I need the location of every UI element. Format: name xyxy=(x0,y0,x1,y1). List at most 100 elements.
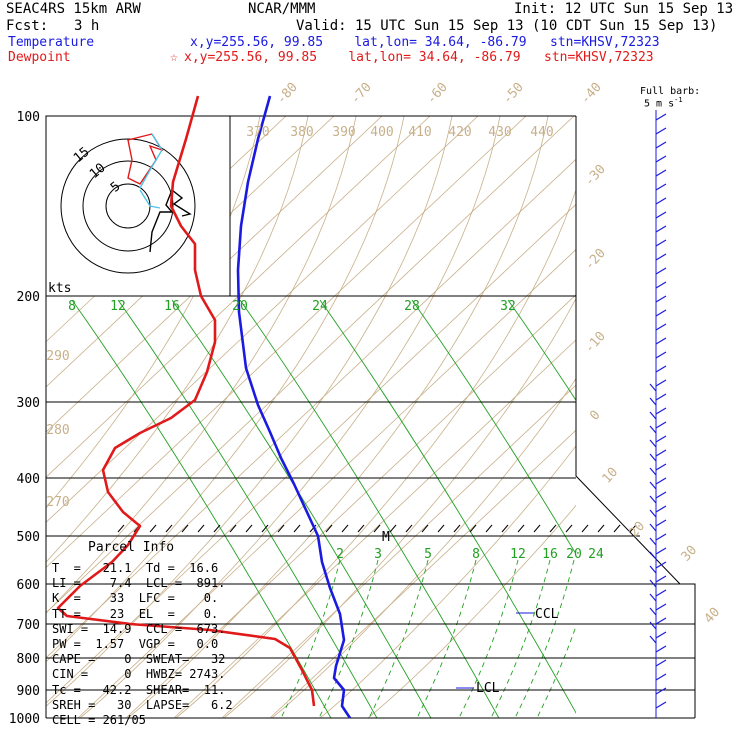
barb-flag xyxy=(655,435,667,443)
series-line-temperature xyxy=(236,95,352,719)
pressure-label-900: 900 xyxy=(17,684,40,699)
isotherm-label: 0 xyxy=(587,408,603,424)
barb-flag xyxy=(649,565,657,574)
parcel-info-row: PW = 1.57 VGP = 0.0 xyxy=(52,637,219,651)
dry-adiabat xyxy=(367,504,576,718)
dry-adiabat xyxy=(175,188,576,718)
barb-flag xyxy=(649,621,657,630)
barb-flag xyxy=(655,533,667,541)
isotherm-label: -10 xyxy=(582,329,609,356)
hodograph-ring xyxy=(60,138,196,274)
mixing-ratio-label-lower: 8 xyxy=(472,547,480,562)
model-title: SEAC4RS 15km ARW xyxy=(6,1,141,17)
barb-flag xyxy=(649,467,657,476)
barb-flag xyxy=(655,141,667,149)
barb-flag xyxy=(655,253,667,261)
barb-flag xyxy=(655,295,667,303)
mixing-ratio-line-dashed xyxy=(368,559,429,718)
theta-label-top: 440 xyxy=(530,125,553,140)
mixing-ratio-line xyxy=(239,299,500,718)
mixing-ratio-line xyxy=(507,299,576,402)
hatch-mark xyxy=(213,524,221,533)
isotherm-line xyxy=(46,116,383,433)
theta-label-top: 410 xyxy=(408,125,431,140)
parcel-info-row: SWI = 14.9 CCL = 673. xyxy=(52,621,226,636)
mixing-ratio-line xyxy=(411,299,576,555)
hatch-mark xyxy=(261,524,269,533)
barb-flag xyxy=(655,687,667,695)
barb-flag xyxy=(655,645,667,653)
mixing-ratio-line-dashed xyxy=(416,559,477,718)
isotherm-label: -80 xyxy=(274,80,301,107)
mixing-ratio-label-lower: 12 xyxy=(510,547,526,562)
wind-barbs xyxy=(649,110,667,718)
mixing-ratio-line-dashed xyxy=(458,559,519,718)
hatch-mark xyxy=(357,524,365,533)
dewpoint-legend-info: x,y=255.56, 99.85 lat,lon= 34.64, -86.79… xyxy=(184,50,654,65)
dry-adiabat-lines xyxy=(46,116,576,718)
dry-adiabat xyxy=(46,116,405,663)
mixing-ratio-label-upper: 16 xyxy=(164,299,180,314)
barb-flag xyxy=(649,397,657,406)
barb-flag xyxy=(655,183,667,191)
theta-label-left: 280 xyxy=(46,423,69,438)
valid-time: Valid: 15 UTC Sun 15 Sep 13 (10 CDT Sun … xyxy=(296,18,718,34)
barb-flag xyxy=(655,631,667,639)
star-icon: ☆ xyxy=(170,50,178,65)
hodograph-ring xyxy=(82,160,174,252)
isotherm-line xyxy=(221,384,576,718)
isotherm-line xyxy=(46,116,431,478)
mixing-ratio-line xyxy=(319,299,576,714)
barb-flag xyxy=(649,383,657,392)
pressure-label-400: 400 xyxy=(17,472,40,487)
hatch-mark xyxy=(565,524,573,533)
theta-label-top: 380 xyxy=(290,125,313,140)
barb-flag xyxy=(655,267,667,275)
barb-flag xyxy=(649,495,657,504)
barb-flag xyxy=(655,281,667,289)
barb-flag xyxy=(655,421,667,429)
isotherm-label: -20 xyxy=(582,246,609,273)
barb-flag xyxy=(655,239,667,247)
center-name: NCAR/MMM xyxy=(248,1,316,17)
theta-label-top: 420 xyxy=(448,125,471,140)
hodograph-upper-trace xyxy=(149,188,192,253)
hatch-mark xyxy=(469,524,477,533)
barb-flag xyxy=(655,225,667,233)
parcel-info-title: Parcel Info xyxy=(88,540,175,555)
barb-flag xyxy=(655,211,667,219)
mixing-ratio-label-lower: 20 xyxy=(566,547,582,562)
mixing-ratio-label-upper: 12 xyxy=(110,299,126,314)
isotherm-line xyxy=(46,116,527,569)
barb-flag xyxy=(649,481,657,490)
barb-flag xyxy=(655,463,667,471)
barb-note-line1: Full barb: xyxy=(640,86,701,97)
parcel-info-row: LI = 7.4 LCL = 891. xyxy=(52,576,226,591)
hatch-mark xyxy=(501,524,509,533)
hatch-mark xyxy=(277,524,285,533)
lcl-label: LCL xyxy=(476,681,500,696)
mixing-ratio-line-dashed xyxy=(536,624,576,718)
mixing-ratio-line-dashed xyxy=(318,559,379,718)
barb-flag xyxy=(655,477,667,485)
parcel-info-row: K = 33 LFC = 0. xyxy=(52,591,219,606)
mixing-ratio-label-upper: 28 xyxy=(404,299,420,314)
m-label: M xyxy=(382,530,390,545)
hatch-mark xyxy=(453,524,461,533)
pressure-label-200: 200 xyxy=(17,290,40,305)
mixing-ratio-label-lower: 3 xyxy=(374,547,382,562)
dry-adiabat xyxy=(127,116,549,718)
dry-adiabat xyxy=(79,116,501,718)
isotherm-line xyxy=(173,339,576,718)
hatch-mark xyxy=(325,524,333,533)
barb-flag xyxy=(655,393,667,401)
mixing-ratio-line-dashed xyxy=(490,559,551,718)
hatch-mark xyxy=(229,524,237,533)
hatch-mark xyxy=(597,524,605,533)
mixing-ratio-label-upper: 24 xyxy=(312,299,328,314)
barb-flag xyxy=(649,551,657,560)
hatch-mark xyxy=(581,524,589,533)
barb-flag xyxy=(655,561,667,569)
hatch-mark xyxy=(437,524,445,533)
